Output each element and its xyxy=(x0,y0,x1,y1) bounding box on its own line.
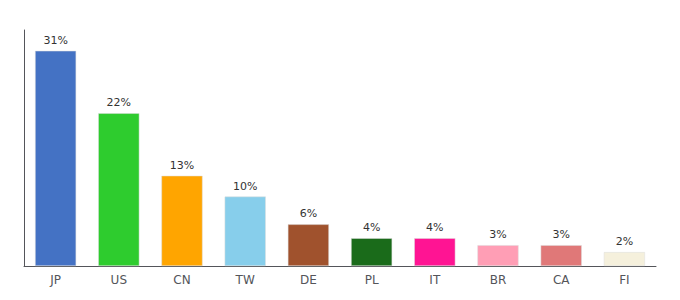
svg-text:TW: TW xyxy=(235,273,255,287)
svg-text:2%: 2% xyxy=(616,235,633,248)
svg-text:BR: BR xyxy=(490,273,507,287)
svg-text:JP: JP xyxy=(49,273,61,287)
svg-text:22%: 22% xyxy=(107,96,131,109)
svg-text:3%: 3% xyxy=(489,228,506,241)
svg-text:PL: PL xyxy=(365,273,379,287)
svg-text:3%: 3% xyxy=(552,228,569,241)
svg-text:US: US xyxy=(111,273,127,287)
svg-text:FI: FI xyxy=(619,273,629,287)
svg-text:CN: CN xyxy=(173,273,190,287)
svg-text:CA: CA xyxy=(553,273,570,287)
svg-text:IT: IT xyxy=(429,273,441,287)
svg-text:DE: DE xyxy=(300,273,317,287)
svg-text:6%: 6% xyxy=(300,207,317,220)
svg-text:4%: 4% xyxy=(426,221,443,234)
svg-text:31%: 31% xyxy=(43,34,67,47)
svg-text:13%: 13% xyxy=(170,159,194,172)
svg-text:4%: 4% xyxy=(363,221,380,234)
svg-text:10%: 10% xyxy=(233,180,257,193)
